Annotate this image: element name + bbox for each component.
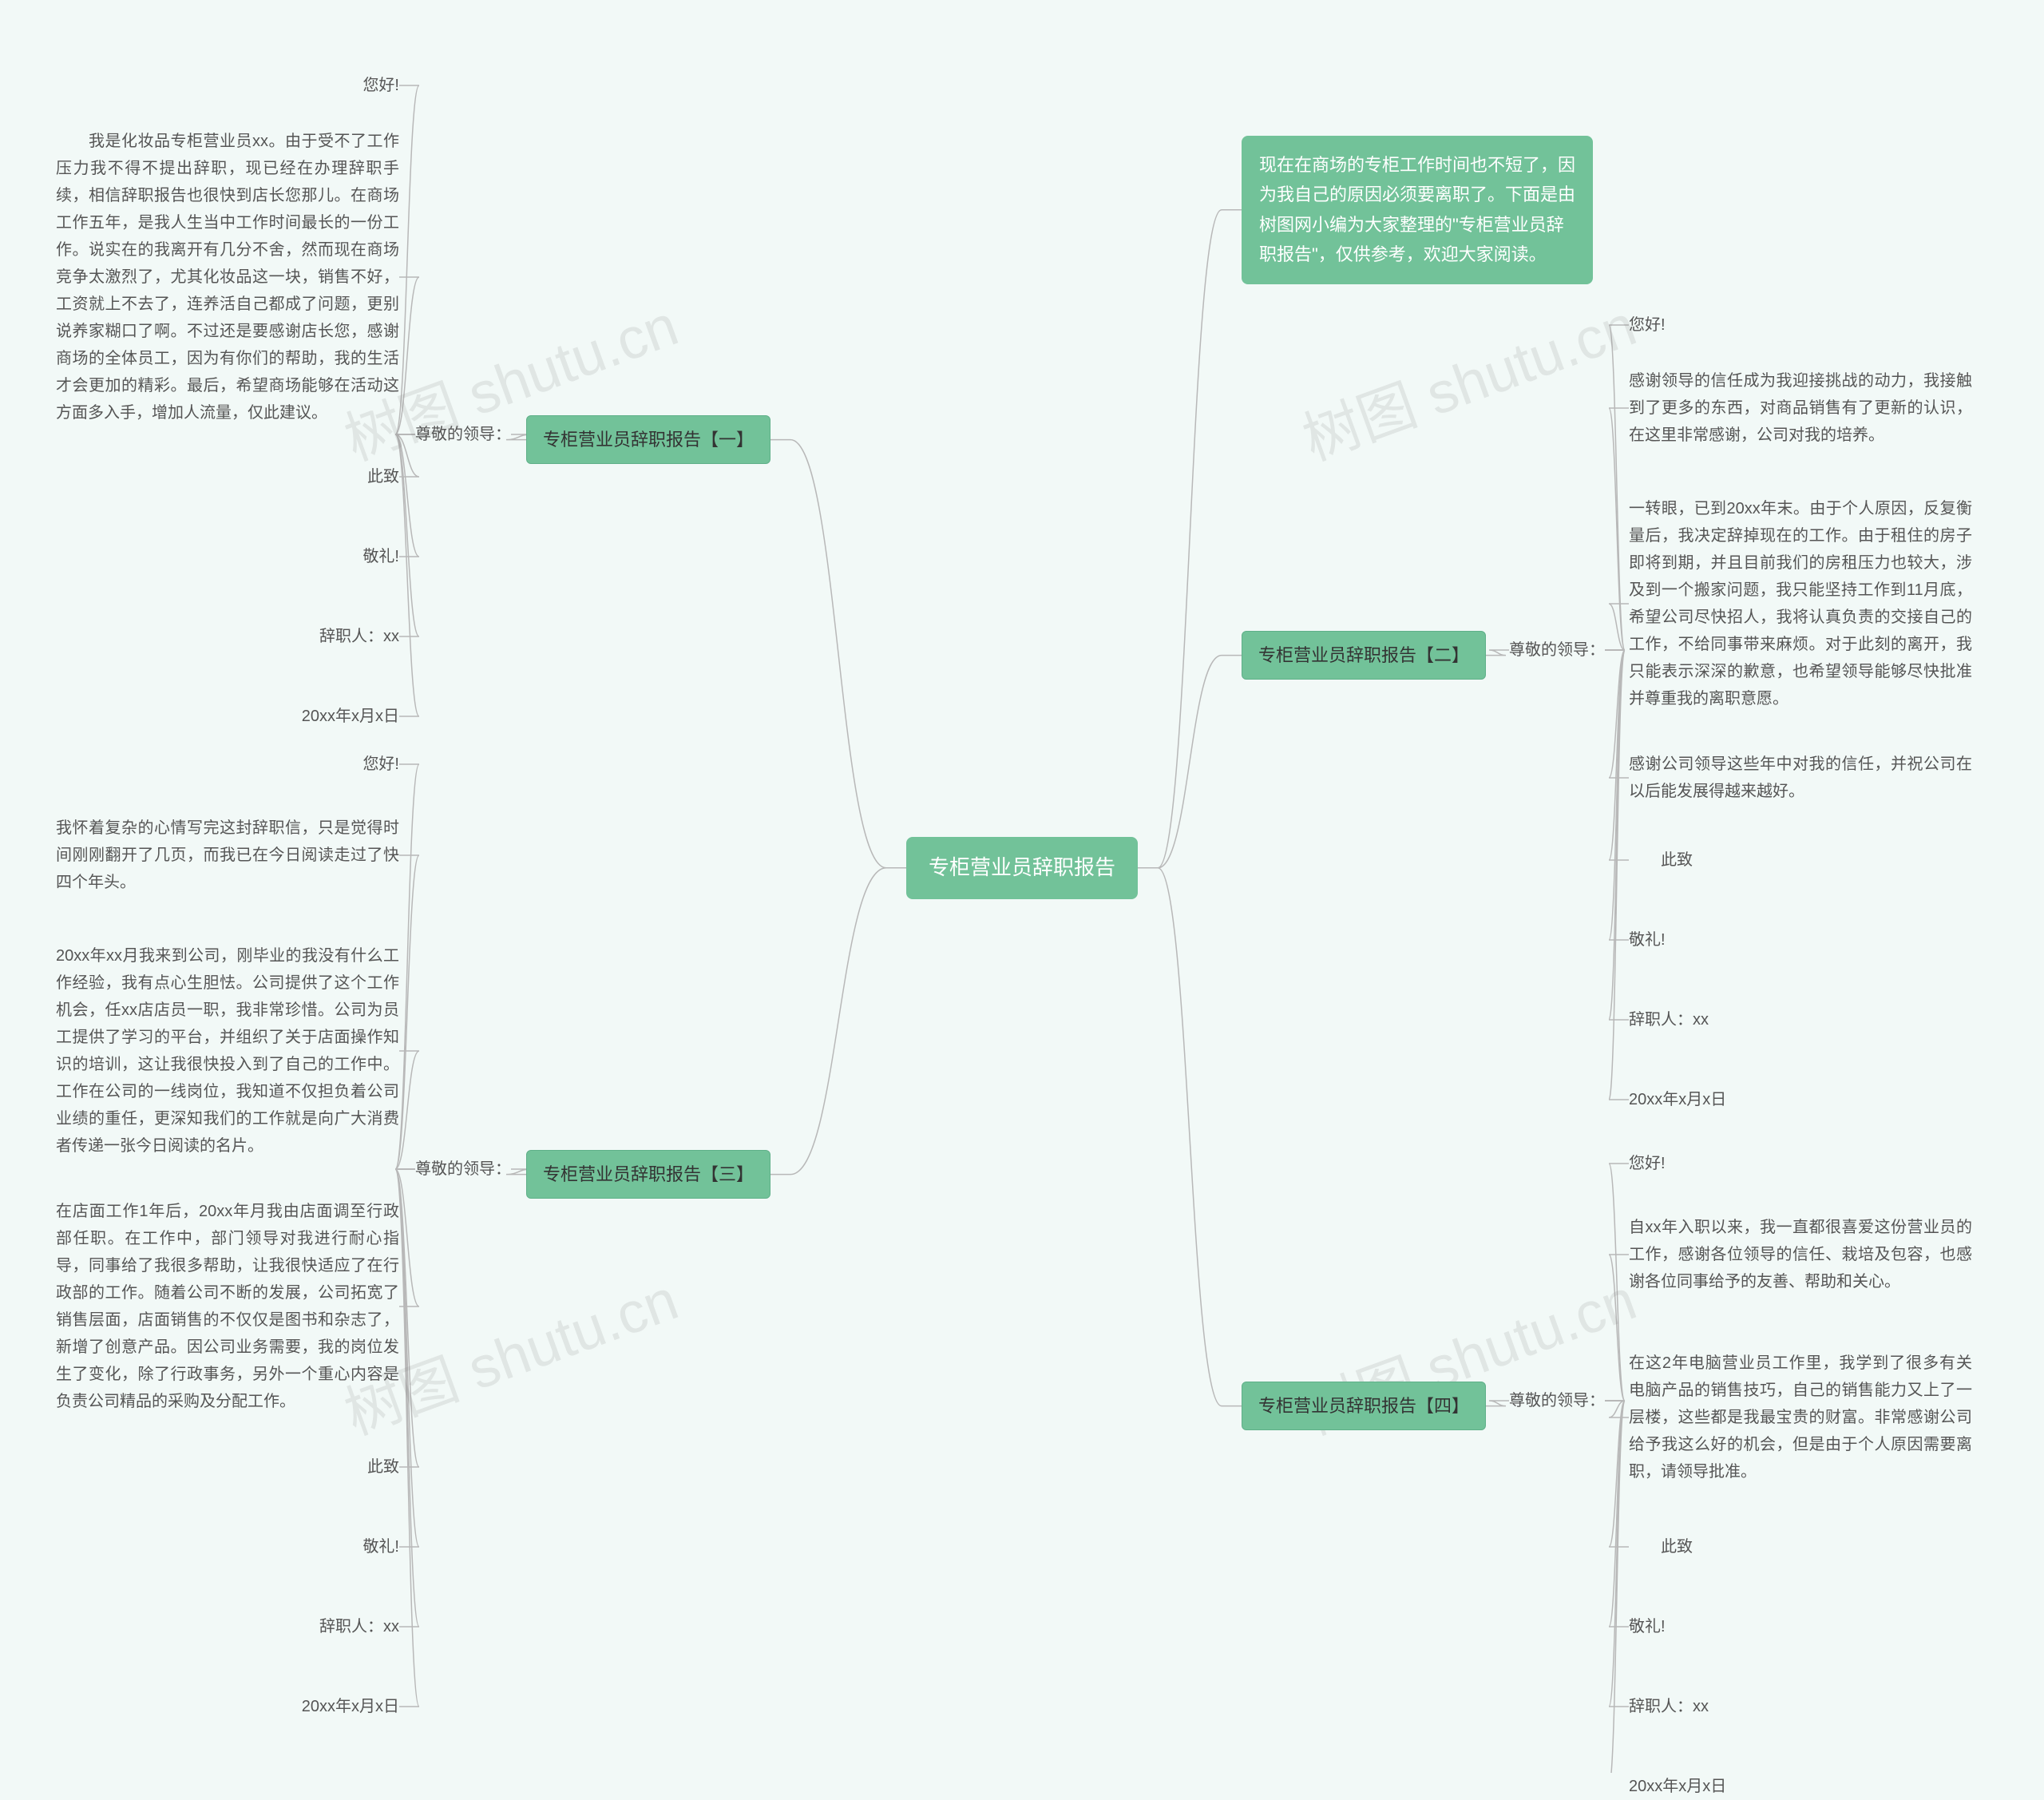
branch-1-leaf: 20xx年x月x日: [302, 703, 399, 730]
branch-3-leaf: 您好!: [362, 751, 399, 778]
branch-3-leaf: 20xx年xx月我来到公司，刚毕业的我没有什么工作经验，我有点心生胆怯。公司提供…: [56, 942, 399, 1160]
branch-4-leaf: 辞职人：xx: [1629, 1693, 1709, 1720]
branch-2-leaf: 您好!: [1629, 311, 1666, 339]
branch-report-1[interactable]: 专柜营业员辞职报告【一】: [526, 415, 770, 464]
branch-1-leaf: 我是化妆品专柜营业员xx。由于受不了工作压力我不得不提出辞职，现已经在办理辞职手…: [56, 128, 399, 426]
branch-report-4[interactable]: 专柜营业员辞职报告【四】: [1242, 1382, 1486, 1430]
center-node[interactable]: 专柜营业员辞职报告: [906, 837, 1138, 899]
branch-1-leaf: 此致: [335, 463, 399, 490]
branch-3-salutation: 尊敬的领导：: [415, 1156, 511, 1182]
branch-1-leaf: 辞职人：xx: [319, 623, 399, 650]
branch-3-leaf: 在店面工作1年后，20xx年月我由店面调至行政部任职。在工作中，部门领导对我进行…: [56, 1198, 399, 1415]
branch-1-salutation: 尊敬的领导：: [415, 422, 511, 447]
branch-1-leaf: 敬礼!: [362, 543, 399, 570]
branch-4-leaf: 您好!: [1629, 1150, 1666, 1177]
branch-4-leaf: 在这2年电脑营业员工作里，我学到了很多有关电脑产品的销售技巧，自己的销售能力又上…: [1629, 1350, 1972, 1485]
branch-3-leaf: 此致: [335, 1453, 399, 1481]
branch-2-leaf: 感谢领导的信任成为我迎接挑战的动力，我接触到了更多的东西，对商品销售有了更新的认…: [1629, 367, 1972, 449]
branch-4-leaf: 此致: [1629, 1533, 1693, 1560]
intro-node: 现在在商场的专柜工作时间也不短了，因为我自己的原因必须要离职了。下面是由树图网小…: [1242, 136, 1593, 284]
branch-4-leaf: 20xx年x月x日: [1629, 1773, 1726, 1800]
branch-3-leaf: 辞职人：xx: [319, 1613, 399, 1640]
watermark: 树图 shutu.cn: [1289, 279, 1646, 477]
branch-report-3[interactable]: 专柜营业员辞职报告【三】: [526, 1150, 770, 1199]
branch-4-salutation: 尊敬的领导：: [1509, 1388, 1605, 1413]
branch-2-leaf: 敬礼!: [1629, 926, 1666, 954]
branch-2-leaf: 一转眼，已到20xx年末。由于个人原因，反复衡量后，我决定辞掉现在的工作。由于租…: [1629, 495, 1972, 712]
branch-2-leaf: 感谢公司领导这些年中对我的信任，并祝公司在以后能发展得越来越好。: [1629, 751, 1972, 805]
branch-1-leaf: 您好!: [362, 72, 399, 99]
branch-2-leaf: 辞职人：xx: [1629, 1006, 1709, 1033]
branch-3-leaf: 敬礼!: [362, 1533, 399, 1560]
branch-4-leaf: 自xx年入职以来，我一直都很喜爱这份营业员的工作，感谢各位领导的信任、栽培及包容…: [1629, 1214, 1972, 1295]
branch-2-leaf: 此致: [1629, 846, 1693, 874]
branch-4-leaf: 敬礼!: [1629, 1613, 1666, 1640]
branch-3-leaf: 20xx年x月x日: [302, 1693, 399, 1720]
branch-2-salutation: 尊敬的领导：: [1509, 637, 1605, 663]
branch-report-2[interactable]: 专柜营业员辞职报告【二】: [1242, 631, 1486, 680]
branch-2-leaf: 20xx年x月x日: [1629, 1086, 1726, 1113]
branch-3-leaf: 我怀着复杂的心情写完这封辞职信，只是觉得时间刚刚翻开了几页，而我已在今日阅读走过…: [56, 815, 399, 896]
